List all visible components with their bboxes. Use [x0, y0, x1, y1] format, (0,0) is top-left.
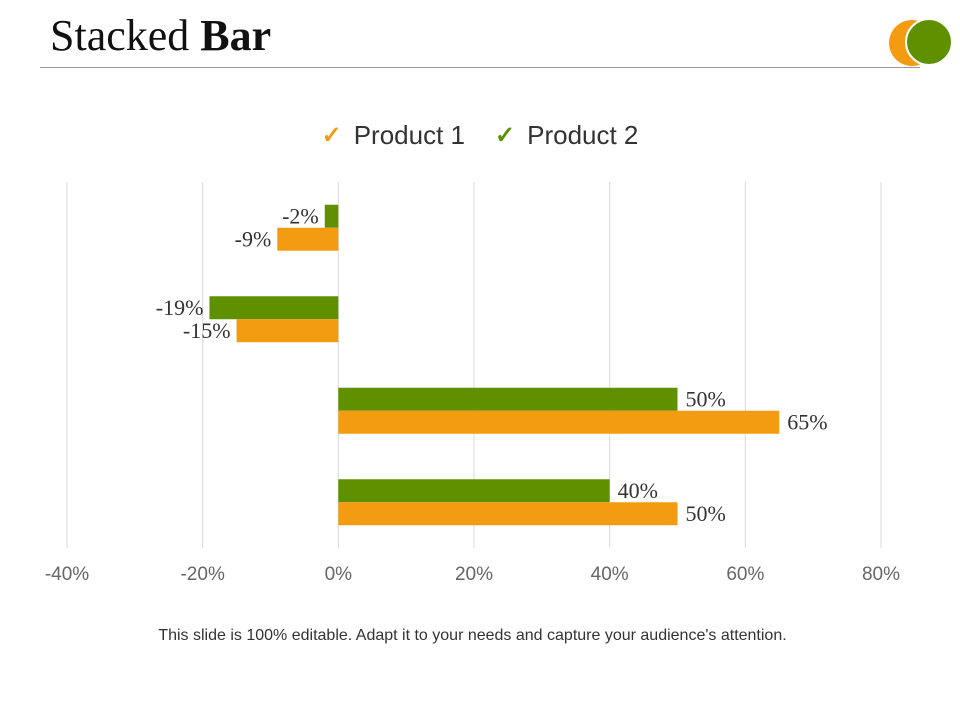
- data-label: 65%: [787, 409, 827, 434]
- legend-item-product-1[interactable]: ✓ Product 1: [322, 120, 465, 151]
- title-bold: Bar: [200, 11, 272, 60]
- legend-item-product-2[interactable]: ✓ Product 2: [495, 120, 638, 151]
- data-label: -15%: [183, 318, 231, 343]
- bar-product-1: [236, 319, 339, 343]
- title-regular: Stacked: [50, 11, 190, 60]
- bar-product-1: [338, 410, 780, 434]
- footer-note: This slide is 100% editable. Adapt it to…: [158, 627, 787, 644]
- check-icon: ✓: [495, 122, 516, 149]
- bar-product-2: [209, 296, 339, 320]
- x-tick-label: 0%: [325, 564, 353, 585]
- x-tick-label: 80%: [862, 564, 900, 585]
- data-label: -9%: [235, 226, 272, 251]
- page-title: Stacked Bar: [50, 10, 271, 61]
- bar-product-2: [338, 479, 610, 503]
- bar-product-2: [338, 387, 678, 411]
- bar-product-2: [324, 204, 339, 228]
- x-tick-label: 60%: [726, 564, 764, 585]
- bar-product-1: [277, 227, 339, 251]
- legend-label: Product 1: [353, 120, 465, 150]
- x-tick-label: 20%: [455, 564, 493, 585]
- bar-product-1: [338, 502, 678, 526]
- chart-legend: ✓ Product 1 ✓ Product 2: [0, 120, 960, 151]
- data-label: 50%: [686, 501, 726, 526]
- x-tick-label: -40%: [45, 564, 89, 585]
- data-label: 50%: [686, 386, 726, 411]
- data-label: -19%: [156, 295, 204, 320]
- title-divider: [40, 67, 920, 68]
- data-label: -2%: [282, 203, 319, 228]
- legend-label: Product 2: [527, 120, 639, 150]
- check-icon: ✓: [321, 122, 342, 149]
- x-tick-label: 40%: [591, 564, 629, 585]
- data-label: 40%: [618, 478, 658, 503]
- green-circle-decoration: [905, 18, 953, 66]
- x-tick-label: -20%: [180, 564, 224, 585]
